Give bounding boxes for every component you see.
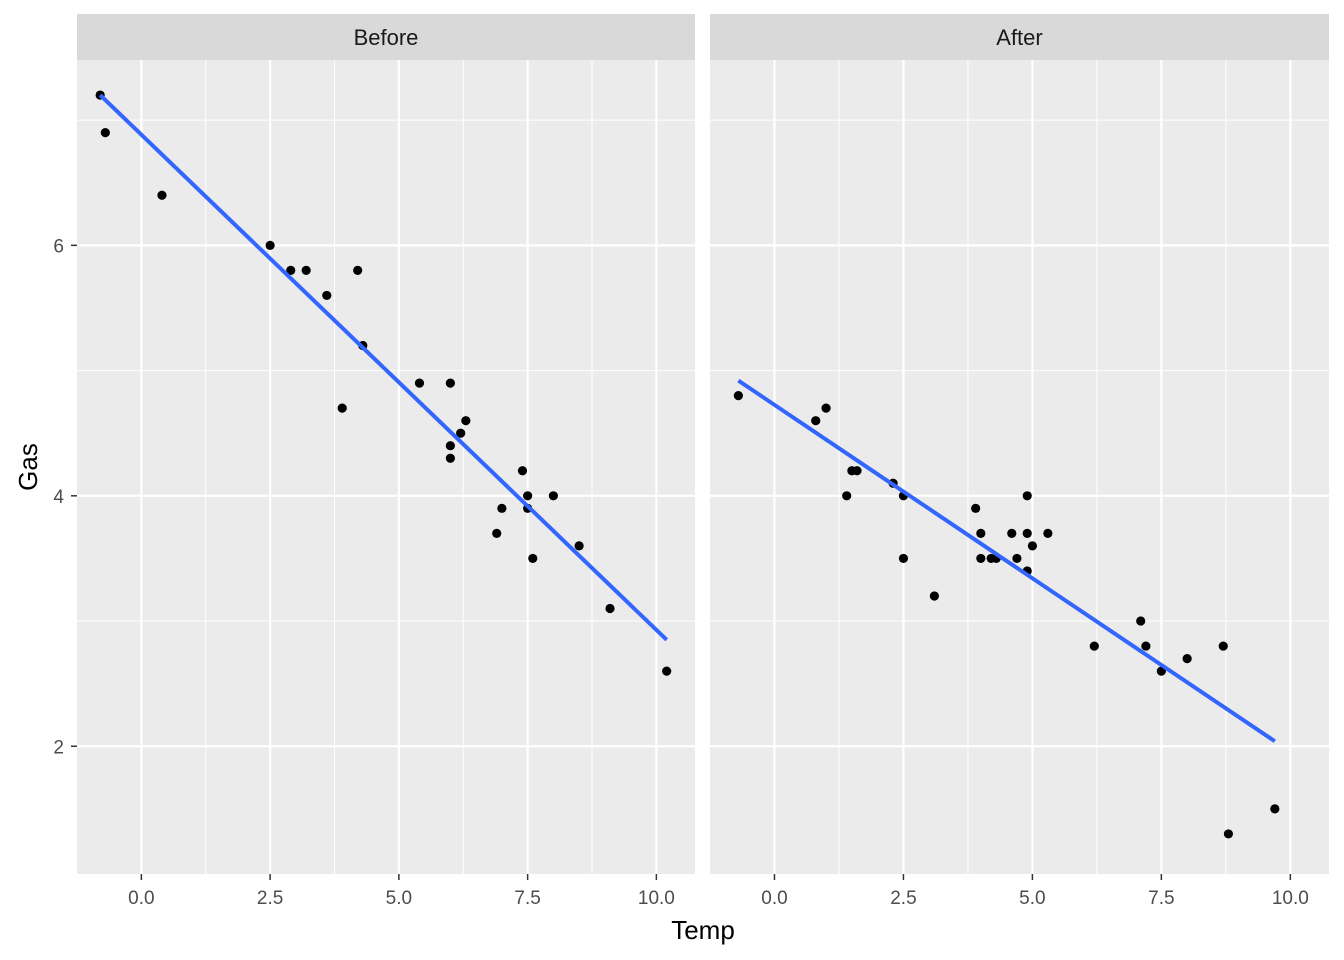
data-point <box>1141 641 1151 651</box>
data-point <box>1043 528 1053 538</box>
data-point <box>1022 491 1032 501</box>
x-tick-label: 7.5 <box>514 888 540 909</box>
panel-background <box>77 60 695 874</box>
panel-before: Before 0.0 2.5 5.0 7.5 10.0 <box>77 14 695 909</box>
data-point <box>852 466 862 476</box>
data-point <box>265 240 275 250</box>
data-point <box>1136 616 1146 626</box>
data-point <box>337 403 347 413</box>
data-point <box>492 528 502 538</box>
x-tick-label: 2.5 <box>890 888 916 909</box>
x-tick-label: 10.0 <box>1272 888 1309 909</box>
x-tick-label: 0.0 <box>128 888 154 909</box>
y-tick-label: 4 <box>53 487 64 508</box>
facet-strip <box>710 14 1329 60</box>
x-tick-label: 2.5 <box>257 888 283 909</box>
data-point <box>842 491 852 501</box>
x-axis-title: Temp <box>671 915 735 945</box>
data-point <box>605 603 615 614</box>
data-point <box>976 528 986 538</box>
data-point <box>929 591 939 601</box>
data-point <box>353 265 363 275</box>
facet-strip <box>77 14 695 60</box>
regression-line <box>737 378 1276 743</box>
panels-layer: Before 0.0 2.5 5.0 7.5 10.0 After 0.0 2.5 5.0 7.5 1… <box>77 14 1329 909</box>
data-point <box>811 416 821 426</box>
data-point <box>517 466 528 476</box>
facet-label: After <box>996 25 1042 50</box>
x-tick-label: 0.0 <box>761 888 787 909</box>
data-point <box>157 190 167 200</box>
data-point <box>322 290 332 301</box>
y-tick-label: 6 <box>53 236 64 257</box>
facet-label: Before <box>354 25 419 50</box>
data-point <box>414 378 425 388</box>
x-tick-label: 5.0 <box>386 888 412 909</box>
data-point <box>497 503 507 513</box>
data-point <box>1182 654 1192 664</box>
data-point <box>976 553 986 564</box>
data-point <box>1089 641 1099 651</box>
data-point <box>445 378 455 388</box>
x-tick-label: 7.5 <box>1148 888 1174 909</box>
panel-after: After 0.0 2.5 5.0 7.5 10.0 <box>710 14 1329 909</box>
data-point <box>445 453 455 463</box>
data-point <box>821 403 831 413</box>
x-tick-label: 5.0 <box>1019 888 1045 909</box>
data-point <box>898 553 909 564</box>
data-point <box>574 541 584 551</box>
data-point <box>1223 829 1234 839</box>
data-point <box>445 441 455 451</box>
data-point <box>523 491 533 501</box>
data-point <box>1007 528 1017 538</box>
data-point <box>662 666 672 676</box>
data-point <box>548 491 558 501</box>
panel-background <box>710 60 1329 874</box>
data-point <box>456 428 466 438</box>
data-point <box>461 416 471 426</box>
y-axis-title: Gas <box>13 443 43 491</box>
data-point <box>733 391 743 401</box>
data-point <box>100 128 110 138</box>
data-point <box>1022 528 1032 538</box>
data-point <box>971 503 981 513</box>
data-point <box>301 265 311 275</box>
data-point <box>1218 641 1228 651</box>
y-tick-label: 2 <box>53 737 64 758</box>
y-axis: 2 4 6 <box>53 236 77 758</box>
data-point <box>286 265 296 275</box>
x-tick-label: 10.0 <box>638 888 675 909</box>
data-point <box>1027 541 1037 551</box>
data-point <box>1012 553 1022 564</box>
data-point <box>528 553 538 564</box>
data-point <box>1270 804 1280 814</box>
regression-line <box>98 93 669 642</box>
